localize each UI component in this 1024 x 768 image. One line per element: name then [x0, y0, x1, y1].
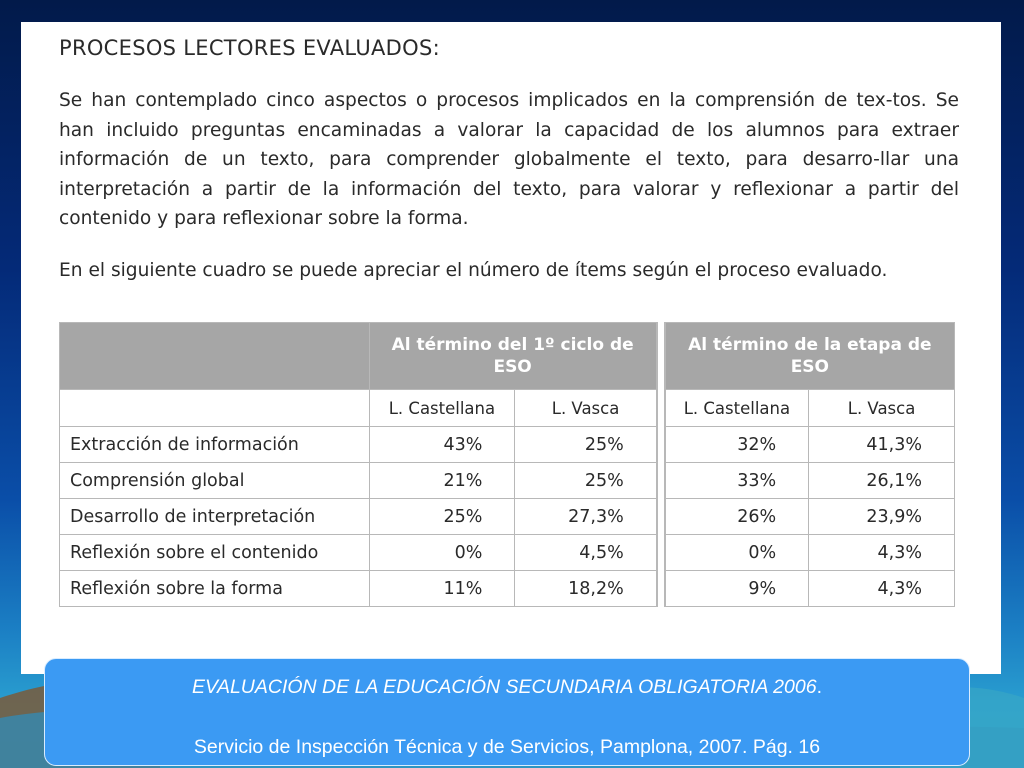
document-title: PROCESOS LECTORES EVALUADOS: — [59, 36, 440, 60]
caption-report-name: EVALUACIÓN DE LA EDUCACIÓN SECUNDARIA OB… — [192, 676, 817, 698]
group-header-first-cycle: Al término del 1º ciclo de ESO — [368, 322, 658, 390]
subheader-castellana-1: L. Castellana — [368, 389, 516, 427]
cell-value: 4,3% — [808, 534, 955, 571]
results-table: Al término del 1º ciclo de ESO Al términ… — [59, 322, 955, 607]
column-separator — [655, 322, 666, 390]
cell-value: 26% — [664, 498, 810, 535]
cell-value: 0% — [368, 534, 516, 571]
row-label: Desarrollo de interpretación — [59, 498, 370, 535]
caption-period: . — [816, 676, 822, 698]
table-row: Reflexión sobre el contenido 0% 4,5% 0% … — [59, 534, 955, 571]
cell-value: 25% — [368, 498, 516, 535]
document-page: PROCESOS LECTORES EVALUADOS: Se han cont… — [21, 22, 1001, 674]
column-separator — [655, 534, 666, 571]
column-separator — [655, 426, 666, 463]
cell-value: 21% — [368, 462, 516, 499]
cell-value: 26,1% — [808, 462, 955, 499]
header-empty-cell — [59, 322, 370, 390]
cell-value: 27,3% — [514, 498, 658, 535]
cell-value: 32% — [664, 426, 810, 463]
cell-value: 33% — [664, 462, 810, 499]
cell-value: 18,2% — [514, 570, 658, 607]
table-subheader-row: L. Castellana L. Vasca L. Castellana L. … — [59, 389, 955, 427]
cell-value: 25% — [514, 426, 658, 463]
table-row: Comprensión global 21% 25% 33% 26,1% — [59, 462, 955, 499]
table-row: Extracción de información 43% 25% 32% 41… — [59, 426, 955, 463]
cell-value: 9% — [664, 570, 810, 607]
row-label: Extracción de información — [59, 426, 370, 463]
subheader-castellana-2: L. Castellana — [664, 389, 810, 427]
column-separator — [655, 570, 666, 607]
cell-value: 4,5% — [514, 534, 658, 571]
subheader-vasca-2: L. Vasca — [808, 389, 955, 427]
table-group-header-row: Al término del 1º ciclo de ESO Al términ… — [59, 322, 955, 390]
caption-source: Servicio de Inspección Técnica y de Serv… — [193, 736, 821, 758]
cell-value: 43% — [368, 426, 516, 463]
subheader-empty-cell — [59, 389, 370, 427]
table-row: Desarrollo de interpretación 25% 27,3% 2… — [59, 498, 955, 535]
caption-report-title: EVALUACIÓN DE LA EDUCACIÓN SECUNDARIA OB… — [45, 676, 969, 699]
cell-value: 23,9% — [808, 498, 955, 535]
table-intro-paragraph: En el siguiente cuadro se puede apreciar… — [59, 260, 888, 281]
description-paragraph: Se han contemplado cinco aspectos o proc… — [59, 90, 959, 229]
column-separator — [655, 462, 666, 499]
table-row: Reflexión sobre la forma 11% 18,2% 9% 4,… — [59, 570, 955, 607]
cell-value: 25% — [514, 462, 658, 499]
row-label: Comprensión global — [59, 462, 370, 499]
cell-value: 0% — [664, 534, 810, 571]
row-label: Reflexión sobre la forma — [59, 570, 370, 607]
row-label: Reflexión sobre el contenido — [59, 534, 370, 571]
cell-value: 4,3% — [808, 570, 955, 607]
cell-value: 41,3% — [808, 426, 955, 463]
column-separator — [655, 498, 666, 535]
column-separator — [655, 389, 666, 427]
source-caption-box: EVALUACIÓN DE LA EDUCACIÓN SECUNDARIA OB… — [44, 658, 970, 766]
group-header-end-stage: Al término de la etapa de ESO — [664, 322, 955, 390]
cell-value: 11% — [368, 570, 516, 607]
subheader-vasca-1: L. Vasca — [514, 389, 658, 427]
